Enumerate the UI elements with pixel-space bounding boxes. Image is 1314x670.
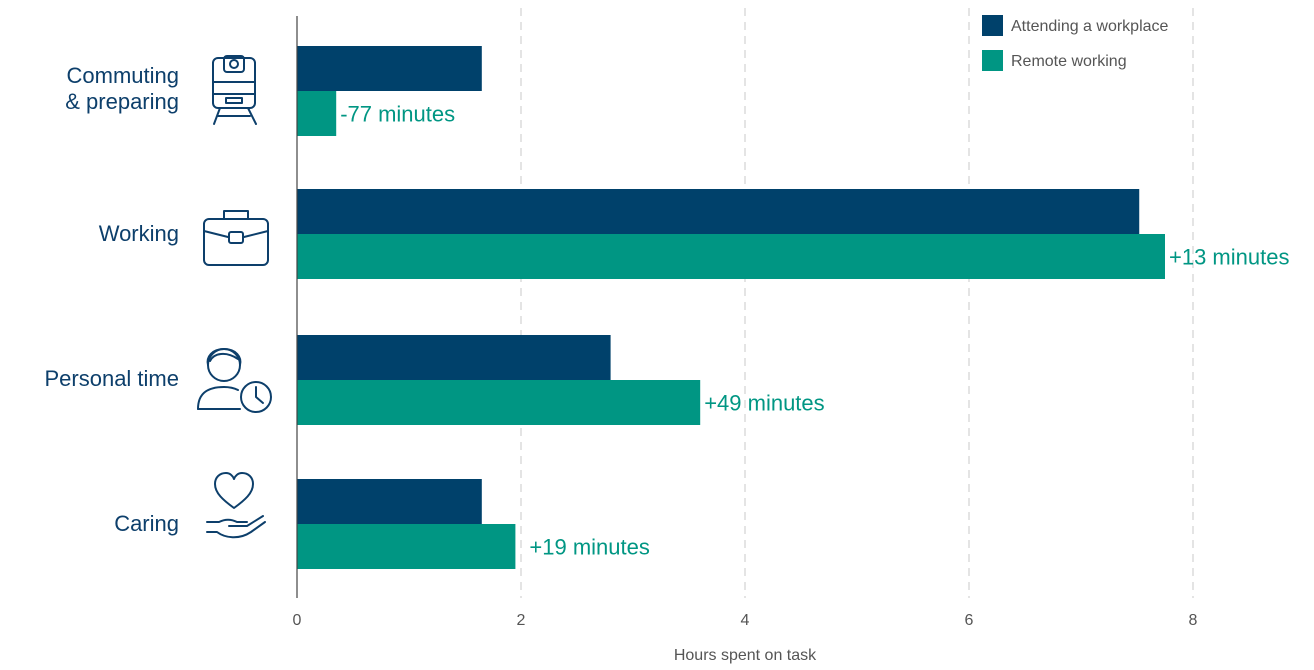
legend-label-remote: Remote working <box>1011 53 1127 70</box>
category-labels: -77 minutes Commuting & preparing +13 minut… <box>44 63 1289 560</box>
category-label-line: Personal time <box>44 366 179 391</box>
bars-layer <box>297 46 1165 569</box>
x-tick-label-2: 2 <box>517 612 526 629</box>
delta-label-3: +19 minutes <box>529 535 649 560</box>
x-tick-label-0: 0 <box>293 612 302 629</box>
x-axis-title: Hours spent on task <box>674 647 817 664</box>
x-tick-label-4: 4 <box>741 612 750 629</box>
category-label-0: Commuting & preparing <box>65 63 179 114</box>
bar-remote-3 <box>297 524 516 569</box>
category-label-1: Working <box>99 221 179 246</box>
category-label-line: & preparing <box>65 89 179 114</box>
legend-swatch-workplace <box>982 15 1003 36</box>
legend-swatch-remote <box>982 50 1003 71</box>
delta-label-2: +49 minutes <box>704 391 824 416</box>
category-label-2: Personal time <box>44 366 179 391</box>
delta-label-0: -77 minutes <box>340 102 455 127</box>
category-label-3: Caring <box>114 511 179 536</box>
legend-label-workplace: Attending a workplace <box>1011 18 1169 35</box>
x-tick-labels: 0 2 4 6 8 <box>293 612 1198 629</box>
bar-workplace-1 <box>297 189 1140 234</box>
train-icon <box>212 55 257 125</box>
bar-workplace-3 <box>297 479 482 524</box>
bar-remote-1 <box>297 234 1165 279</box>
category-label-line: Caring <box>114 511 179 536</box>
bar-workplace-2 <box>297 335 611 380</box>
legend: Attending a workplace Remote working <box>982 15 1169 71</box>
x-tick-label-6: 6 <box>965 612 974 629</box>
bar-remote-0 <box>297 91 337 136</box>
heart-hand-icon <box>206 472 266 539</box>
delta-label-1: +13 minutes <box>1169 245 1289 270</box>
x-tick-label-8: 8 <box>1189 612 1198 629</box>
category-icons <box>197 55 272 539</box>
bar-remote-2 <box>297 380 701 425</box>
category-label-line: Commuting <box>67 63 179 88</box>
bar-workplace-0 <box>297 46 482 91</box>
x-axis-title-group: Hours spent on task <box>674 647 817 664</box>
grid-layer <box>520 8 1194 598</box>
category-label-line: Working <box>99 221 179 246</box>
person-clock-icon <box>197 348 272 413</box>
briefcase-icon <box>203 210 269 266</box>
